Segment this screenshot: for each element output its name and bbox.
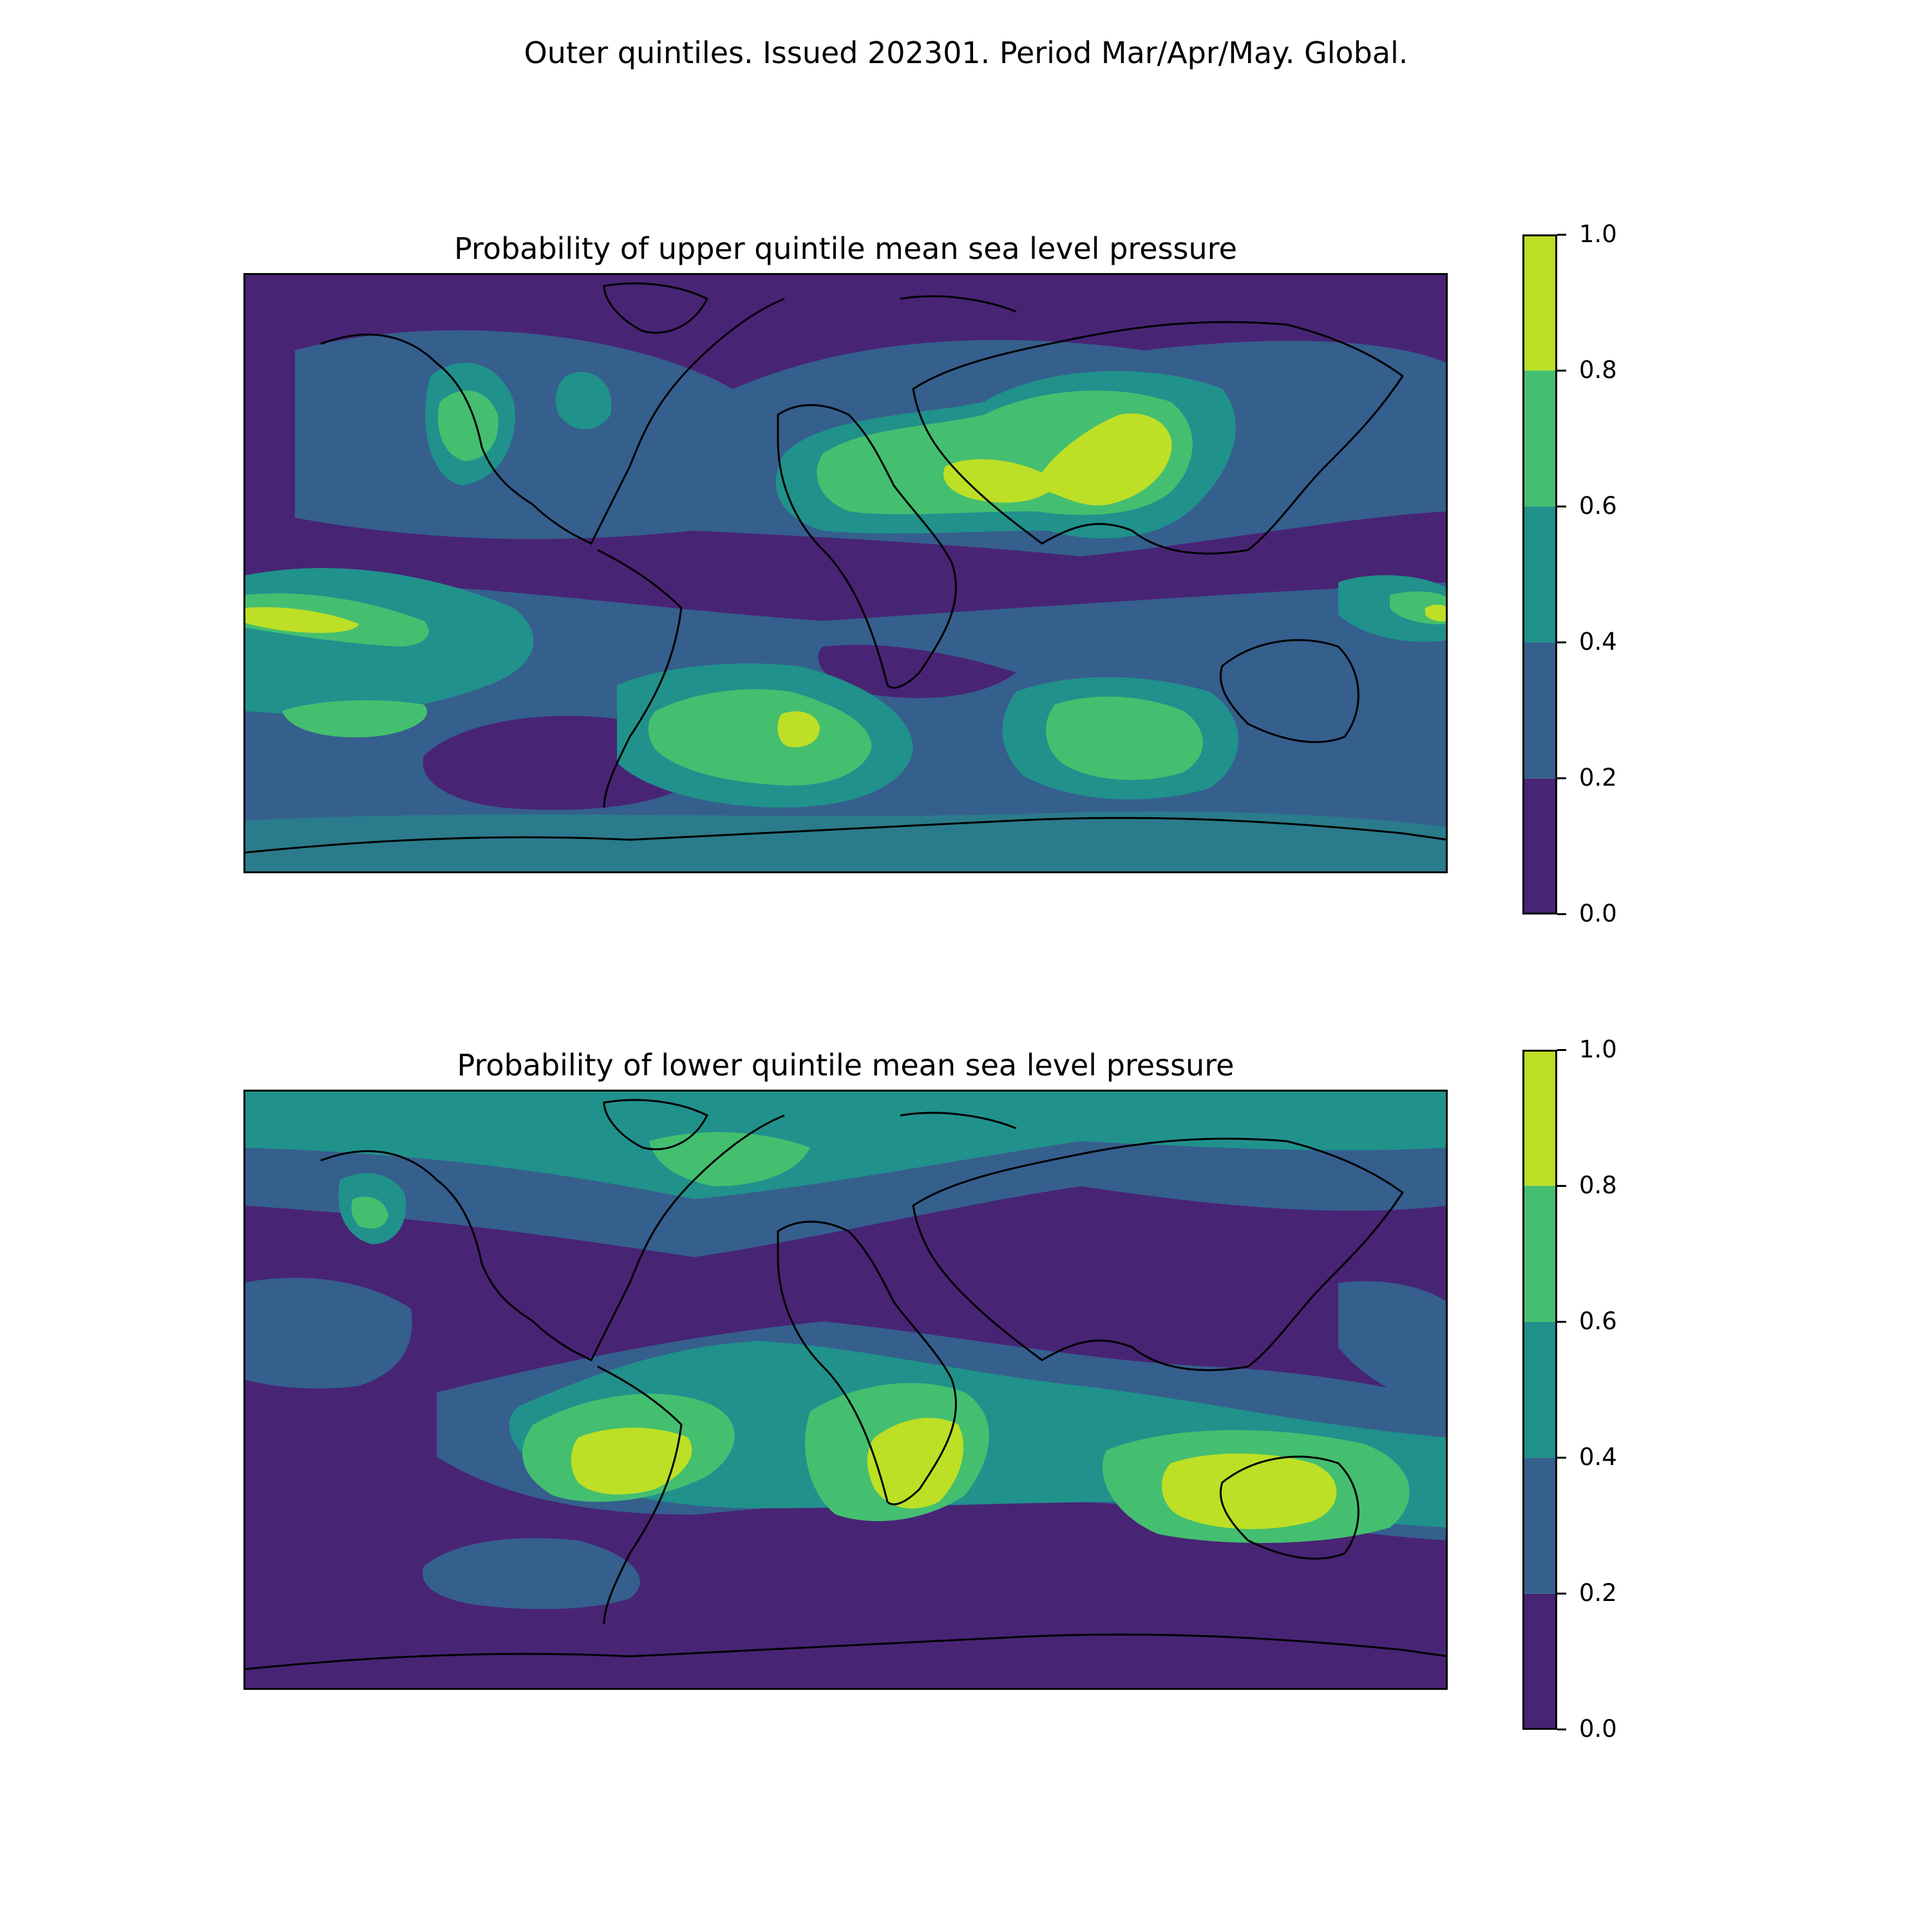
lower-tick-0.6: 0.6 (1579, 1307, 1617, 1335)
upper-colorbar-ticks (1557, 234, 1566, 915)
colorbar-segment-3 (1522, 1186, 1557, 1322)
colorbar-segment-4 (1522, 1050, 1557, 1186)
na-west-level3 (351, 1197, 388, 1229)
pacific-south-level3 (282, 700, 428, 737)
coastlines (243, 1099, 1448, 1671)
colorbar-segment-0 (1522, 1593, 1557, 1730)
west-pacific-level1 (1338, 1281, 1448, 1412)
lower-colorbar-ticks (1557, 1049, 1566, 1730)
south-america-level4 (571, 1428, 692, 1495)
upper-quintile-map (243, 273, 1448, 873)
upper-tick-0.2: 0.2 (1579, 764, 1617, 791)
lower-panel-title: Probability of lower quintile mean sea l… (457, 1048, 1235, 1083)
lower-tick-0.2: 0.2 (1579, 1579, 1617, 1607)
colorbar-segment-4 (1522, 234, 1557, 371)
australia-level4 (1162, 1454, 1337, 1530)
africa-level4 (867, 1417, 964, 1509)
map-frame (243, 273, 1448, 873)
lower-colorbar (1522, 1050, 1557, 1730)
coastlines (243, 282, 1448, 854)
lower-tick-0.8: 0.8 (1579, 1171, 1617, 1199)
southern-ocean-level2 (243, 811, 1448, 873)
na-west-level3 (437, 390, 498, 461)
upper-tick-1.0: 1.0 (1579, 220, 1617, 248)
colorbar-segment-2 (1522, 506, 1557, 643)
lower-tick-0.4: 0.4 (1579, 1443, 1617, 1471)
lower-tick-0.0: 0.0 (1579, 1715, 1617, 1743)
west-pacific-level4 (1425, 605, 1448, 621)
south-indian-level3 (1046, 696, 1203, 780)
figure-title: Outer quintiles. Issued 202301. Period M… (524, 35, 1408, 70)
asia-level4 (943, 413, 1172, 506)
colorbar-segment-0 (1522, 778, 1557, 914)
pacific-core-level4 (243, 607, 359, 633)
upper-tick-0.6: 0.6 (1579, 492, 1617, 520)
arctic-cap-level2 (243, 1090, 1448, 1199)
upper-tick-0.0: 0.0 (1579, 900, 1617, 927)
colorbar-segment-1 (1522, 1457, 1557, 1594)
lower-quintile-map (243, 1090, 1448, 1690)
sh-pacific-level1 (422, 1538, 640, 1609)
colorbar-segment-3 (1522, 370, 1557, 507)
lower-tick-1.0: 1.0 (1579, 1036, 1617, 1063)
upper-tick-0.8: 0.8 (1579, 356, 1617, 384)
central-pacific-level1 (243, 1278, 412, 1389)
indian-ocean-low (818, 645, 1016, 698)
upper-colorbar (1522, 234, 1557, 914)
upper-panel-title: Probability of upper quintile mean sea l… (454, 231, 1237, 266)
upper-tick-0.4: 0.4 (1579, 628, 1617, 656)
colorbar-segment-1 (1522, 642, 1557, 779)
na-east-level2 (555, 372, 612, 430)
north-atlantic-level3 (649, 1132, 810, 1186)
south-atlantic-level4 (777, 711, 820, 748)
colorbar-segment-2 (1522, 1321, 1557, 1458)
south-atlantic-level3 (648, 689, 872, 786)
map-frame (243, 1090, 1448, 1690)
